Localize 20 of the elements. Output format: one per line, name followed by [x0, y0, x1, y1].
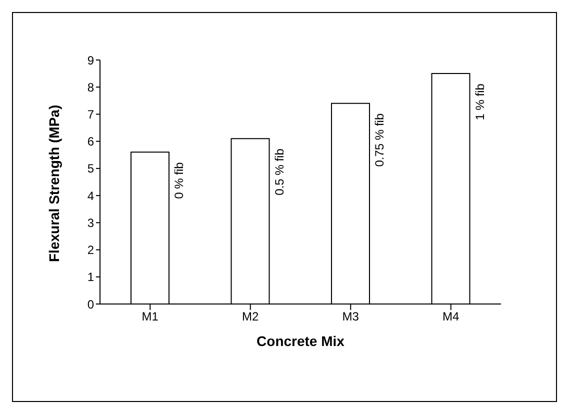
x-tick-label: M2: [242, 310, 260, 324]
y-tick-label: 1: [87, 270, 94, 284]
y-tick-label: 0: [87, 297, 94, 312]
y-tick-label: 9: [87, 53, 94, 68]
y-tick-label: 4: [87, 188, 94, 203]
x-tick-label: M4: [442, 310, 460, 324]
y-tick-label: 2: [87, 243, 94, 258]
x-tick-label: M3: [342, 310, 360, 324]
y-axis-title: Flexural Strength (MPa): [46, 104, 62, 262]
y-tick-label: 3: [87, 216, 94, 230]
y-tick-label: 6: [87, 134, 94, 149]
y-tick-label: 8: [87, 80, 94, 94]
x-tick-label: M1: [142, 310, 159, 324]
annotation: 1 % fib: [472, 83, 487, 120]
y-tick-label: 5: [87, 162, 94, 176]
annotation: 0.5 % fib: [272, 148, 286, 196]
annotation: 0 % fib: [172, 162, 186, 199]
x-axis-title: Concrete Mix: [256, 333, 345, 349]
y-tick-label: 7: [87, 107, 94, 122]
annotation: 0.75 % fib: [372, 113, 387, 167]
